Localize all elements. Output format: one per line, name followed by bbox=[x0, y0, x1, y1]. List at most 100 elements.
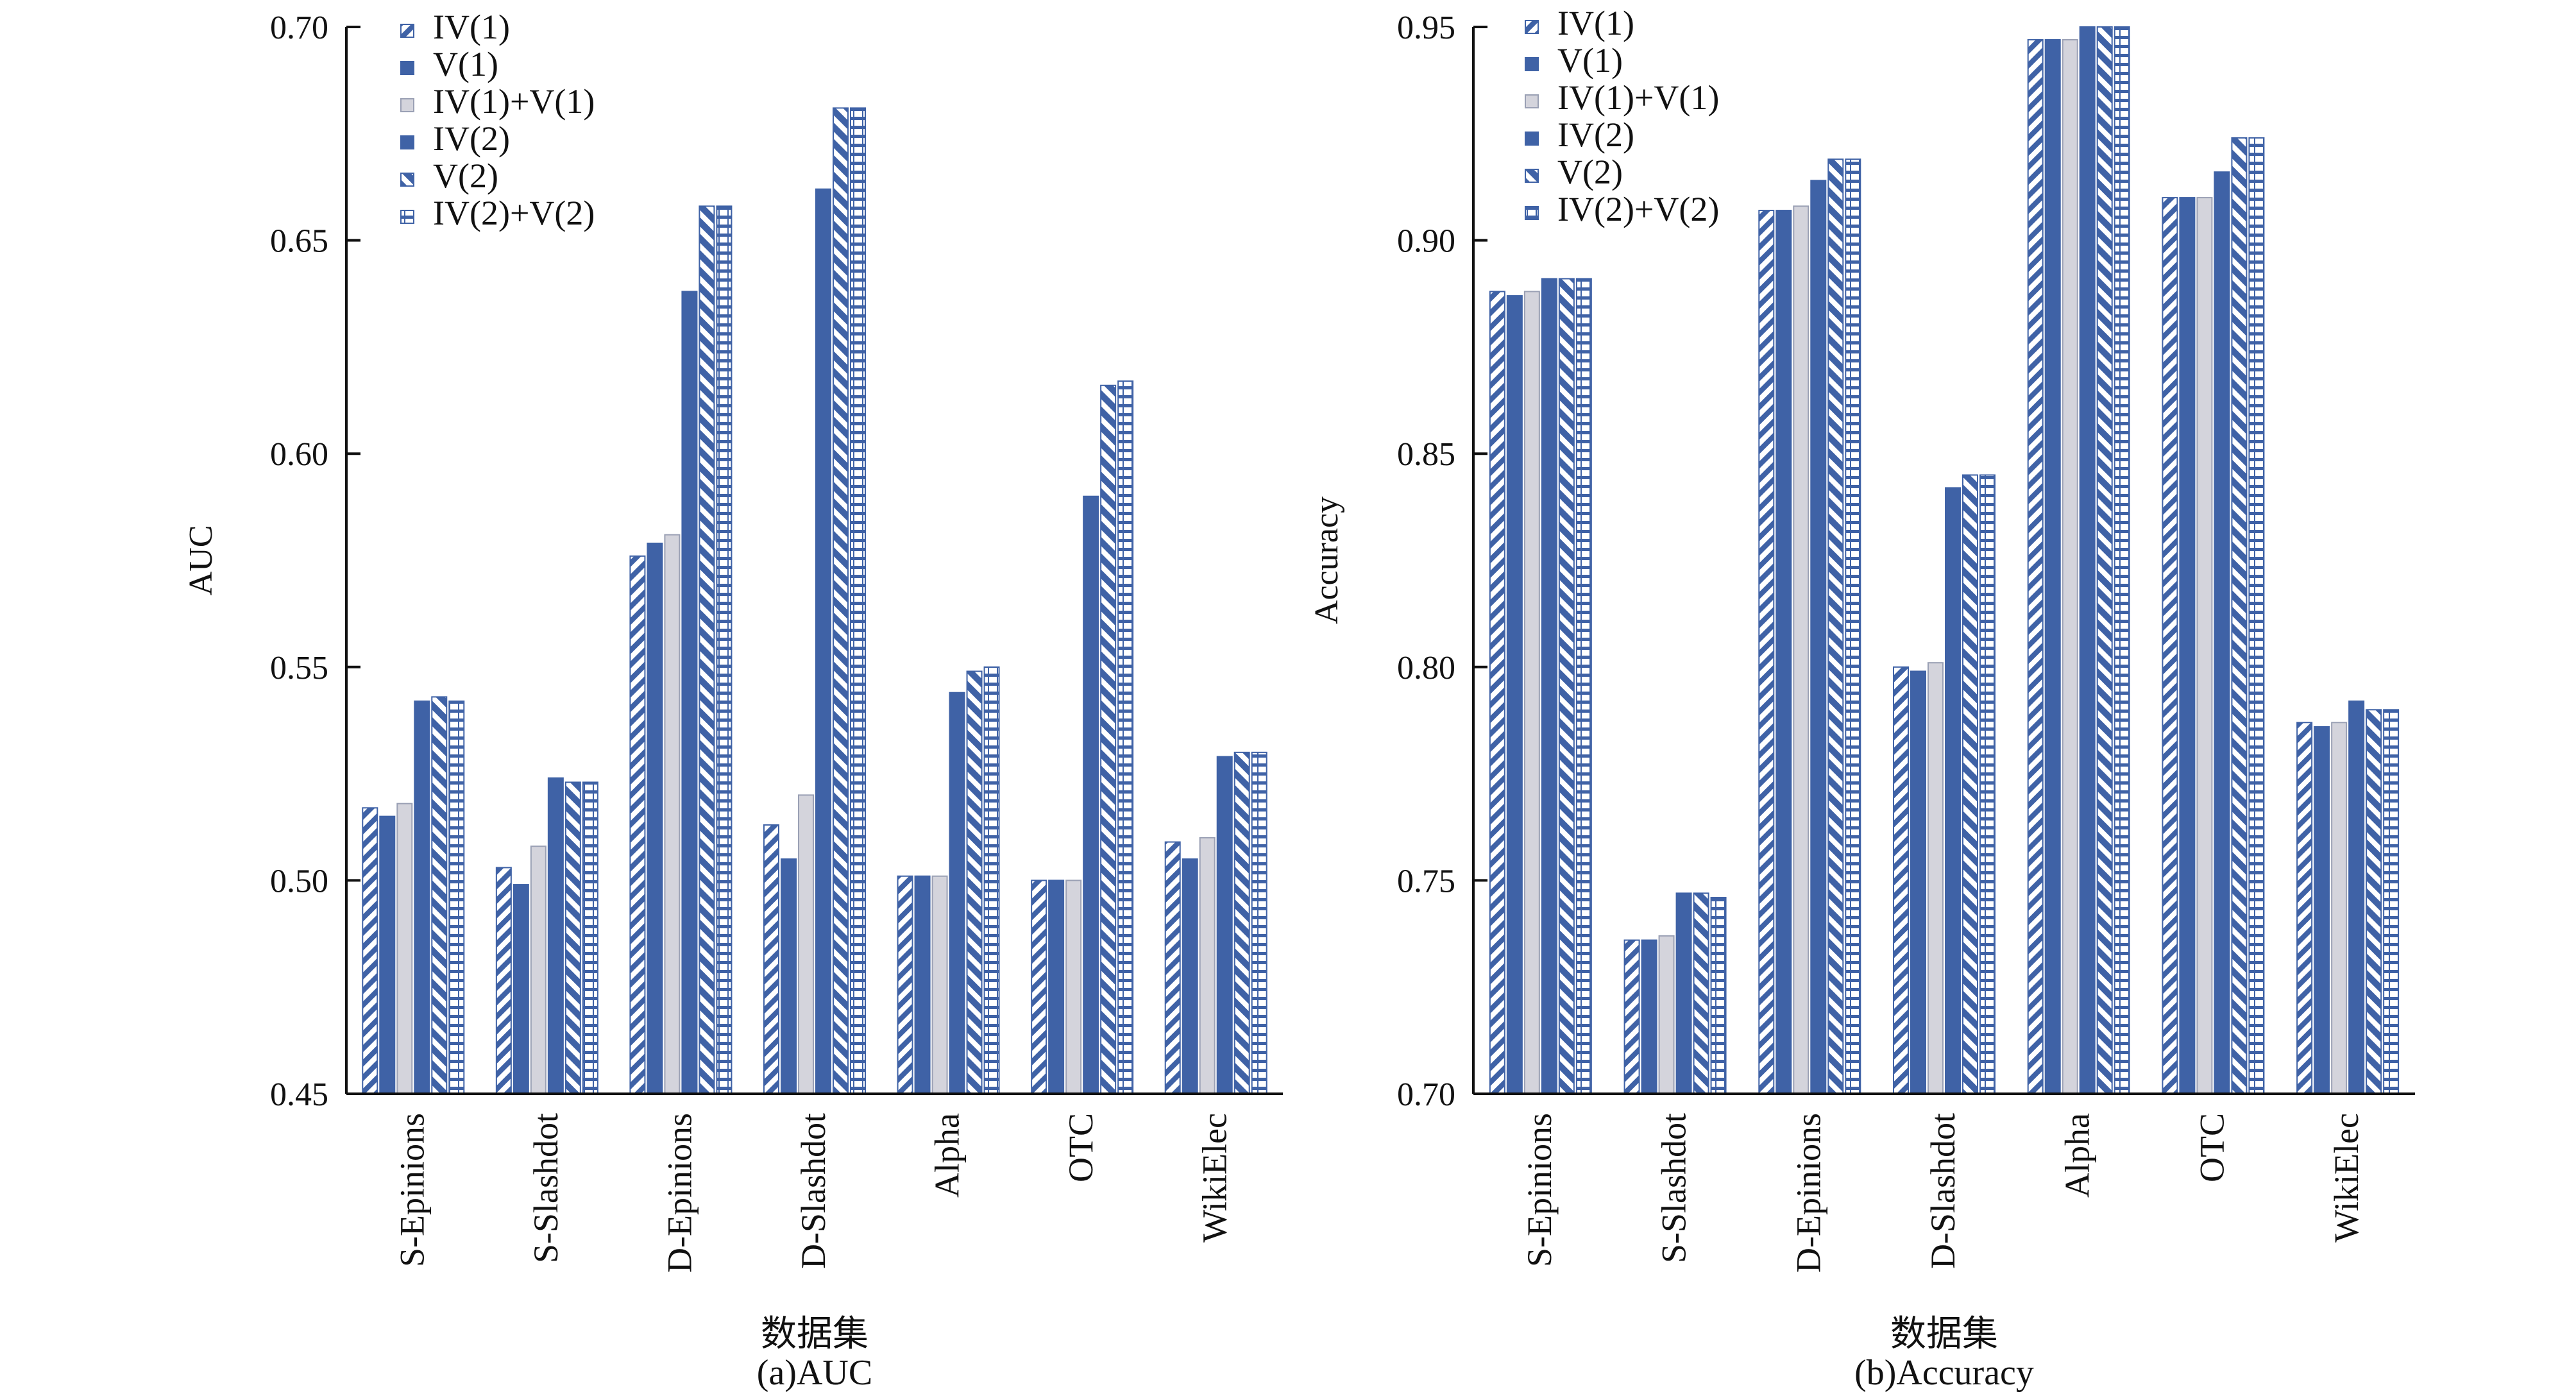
bar-s-epinions-3 bbox=[1523, 291, 1540, 1095]
bar-s-slashdot-3 bbox=[1658, 935, 1675, 1094]
x-tick-label: D-Epinions bbox=[660, 1113, 699, 1273]
legend: IV(1)V(1)IV(1)+V(1)IV(2)V(2)IV(2)+V(2) bbox=[1525, 4, 1719, 228]
bar-wikielec-1 bbox=[2296, 722, 2313, 1094]
legend-swatch bbox=[1525, 20, 1539, 34]
bar-alpha-2 bbox=[914, 875, 931, 1095]
legend-swatch bbox=[400, 210, 414, 224]
bar-wikielec-6 bbox=[1251, 751, 1267, 1094]
bar-d-epinions-5 bbox=[1827, 158, 1844, 1094]
legend-swatch bbox=[1525, 57, 1539, 71]
y-tick-label: 0.70 bbox=[1397, 1076, 1455, 1113]
bar-s-epinions-6 bbox=[448, 701, 465, 1094]
bars-layer bbox=[362, 107, 1267, 1095]
bar-alpha-5 bbox=[966, 670, 983, 1094]
legend-label: V(2) bbox=[1557, 153, 1623, 191]
bar-d-slashdot-3 bbox=[798, 794, 814, 1094]
bar-wikielec-2 bbox=[1182, 858, 1198, 1094]
x-axis: 数据集 S-Epinions S-Slashdot D-Epinions D-Slas… bbox=[1473, 1092, 2415, 1354]
bar-otc-4 bbox=[1083, 495, 1099, 1094]
bar-d-slashdot-5 bbox=[1962, 474, 1978, 1094]
x-tick-label: S-Epinions bbox=[393, 1113, 431, 1267]
bar-s-slashdot-1 bbox=[495, 867, 512, 1094]
legend-label: V(1) bbox=[1557, 41, 1623, 80]
legend-label: IV(1)+V(1) bbox=[1557, 78, 1719, 117]
chart-panel-auc: AUC 0.45 0.50 0.55 0.60 0.65 0.70 数据集 S-Epini… bbox=[183, 8, 1283, 1393]
x-tick-label: D-Slashdot bbox=[794, 1113, 833, 1269]
legend-label: IV(2)+V(2) bbox=[433, 194, 595, 232]
bar-alpha-6 bbox=[983, 666, 1000, 1095]
legend-label: IV(1) bbox=[1557, 4, 1634, 42]
bar-d-slashdot-1 bbox=[763, 824, 779, 1094]
legend-swatch bbox=[400, 61, 414, 75]
bar-d-epinions-4 bbox=[681, 291, 698, 1095]
bar-d-slashdot-6 bbox=[1979, 474, 1996, 1094]
bar-otc-6 bbox=[2248, 137, 2265, 1094]
bar-wikielec-4 bbox=[1216, 756, 1233, 1094]
y-tick-label: 0.70 bbox=[270, 10, 328, 46]
bar-d-slashdot-1 bbox=[1893, 666, 1909, 1095]
x-tick-label: WikiElec bbox=[2327, 1113, 2366, 1243]
x-tick-label: D-Epinions bbox=[1789, 1113, 1827, 1273]
bar-s-slashdot-4 bbox=[1675, 892, 1692, 1094]
bar-alpha-1 bbox=[2027, 38, 2044, 1094]
legend-label: IV(2) bbox=[433, 119, 510, 158]
y-axis: AUC 0.45 0.50 0.55 0.60 0.65 0.70 bbox=[183, 10, 360, 1113]
legend-swatch bbox=[400, 24, 414, 38]
bar-otc-4 bbox=[2214, 171, 2230, 1095]
bar-d-slashdot-4 bbox=[1945, 487, 1961, 1094]
y-tick-label: 0.95 bbox=[1397, 10, 1455, 46]
x-tick-label: Alpha bbox=[928, 1113, 967, 1198]
legend-swatch bbox=[1525, 132, 1539, 146]
bar-s-slashdot-6 bbox=[582, 781, 598, 1095]
legend-label: IV(1) bbox=[433, 8, 510, 46]
y-tick-label: 0.75 bbox=[1397, 863, 1455, 899]
bar-s-epinions-2 bbox=[1506, 295, 1523, 1094]
bar-d-slashdot-3 bbox=[1928, 662, 1944, 1094]
bar-d-epinions-3 bbox=[664, 534, 681, 1094]
bar-otc-1 bbox=[1031, 880, 1047, 1095]
x-tick-label: OTC bbox=[1062, 1113, 1100, 1182]
bar-d-epinions-5 bbox=[699, 205, 715, 1094]
bar-s-slashdot-4 bbox=[547, 777, 564, 1094]
legend-swatch bbox=[1525, 206, 1539, 220]
bar-otc-2 bbox=[2179, 197, 2196, 1095]
y-tick-label: 0.90 bbox=[1397, 223, 1455, 260]
x-tick-label: S-Slashdot bbox=[527, 1113, 565, 1263]
legend-swatch bbox=[400, 98, 414, 112]
bar-s-epinions-2 bbox=[379, 815, 396, 1094]
bar-wikielec-4 bbox=[2348, 701, 2365, 1094]
y-axis-label: AUC bbox=[183, 525, 219, 596]
y-tick-label: 0.50 bbox=[270, 863, 328, 899]
bar-alpha-3 bbox=[2062, 38, 2078, 1094]
chart-caption: (a)AUC bbox=[757, 1353, 872, 1393]
bar-s-epinions-4 bbox=[1541, 278, 1557, 1094]
x-tick-label: WikiElec bbox=[1196, 1113, 1234, 1243]
bar-d-epinions-3 bbox=[1793, 205, 1809, 1094]
bar-wikielec-3 bbox=[2331, 722, 2348, 1094]
x-axis-label: 数据集 bbox=[1890, 1314, 1998, 1354]
bar-alpha-1 bbox=[897, 875, 913, 1095]
y-axis-label: Accuracy bbox=[1309, 497, 1345, 624]
legend-swatch bbox=[1525, 169, 1539, 183]
bar-d-epinions-2 bbox=[1775, 210, 1792, 1094]
legend-swatch bbox=[400, 135, 414, 149]
y-tick-label: 0.65 bbox=[270, 223, 328, 260]
x-tick-label: S-Slashdot bbox=[1655, 1113, 1693, 1263]
legend-label: IV(2)+V(2) bbox=[1557, 190, 1719, 228]
bar-s-slashdot-1 bbox=[1623, 939, 1640, 1094]
bar-wikielec-6 bbox=[2383, 709, 2400, 1094]
chart-caption: (b)Accuracy bbox=[1854, 1353, 2034, 1393]
x-axis-label: 数据集 bbox=[761, 1314, 869, 1354]
bar-s-epinions-5 bbox=[431, 696, 448, 1094]
bar-s-slashdot-6 bbox=[1710, 897, 1727, 1095]
legend-label: IV(2) bbox=[1557, 115, 1634, 154]
x-tick-label: S-Epinions bbox=[1520, 1113, 1559, 1267]
bar-s-slashdot-2 bbox=[513, 884, 529, 1094]
bar-alpha-5 bbox=[2096, 26, 2113, 1094]
bar-s-epinions-3 bbox=[396, 803, 413, 1094]
x-tick-label: OTC bbox=[2192, 1113, 2231, 1182]
bar-s-epinions-1 bbox=[1489, 291, 1505, 1095]
bar-d-epinions-6 bbox=[1845, 158, 1861, 1094]
bars-layer bbox=[1489, 26, 2400, 1095]
